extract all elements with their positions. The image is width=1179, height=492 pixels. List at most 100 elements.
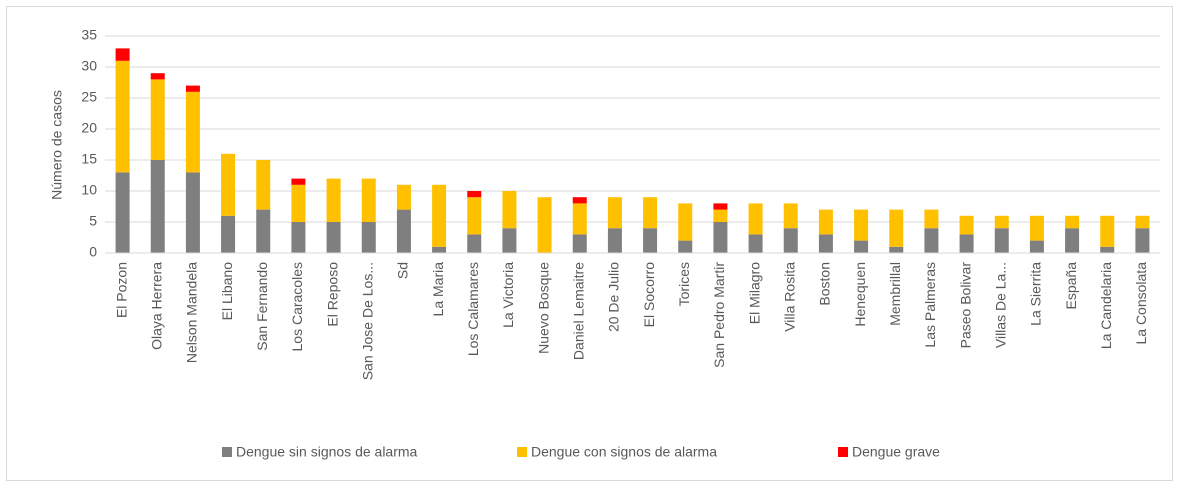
x-tick-label: España — [1063, 262, 1079, 310]
bar-segment — [256, 160, 271, 210]
y-tick-label: 35 — [81, 27, 97, 43]
bar-segment — [643, 228, 658, 253]
x-tick-label: San Pedro Martir — [711, 262, 727, 368]
bar-segment — [1135, 228, 1150, 253]
bar-segment — [1065, 215, 1080, 229]
bar-segment — [185, 91, 200, 173]
bar-segment — [150, 73, 165, 80]
x-tick-label: San Jose De Los... — [359, 262, 375, 380]
bar-segment — [924, 228, 939, 253]
x-tick-label: Las Palmeras — [922, 262, 938, 348]
bar-segment — [361, 178, 376, 222]
x-tick-label: Nuevo Bosque — [535, 262, 551, 354]
x-tick-label: Nelson Mandela — [184, 262, 200, 363]
x-tick-label: 20 De Julio — [606, 262, 622, 332]
bar-segment — [607, 197, 622, 229]
bar-segment — [150, 160, 165, 253]
bar-segment — [818, 234, 833, 253]
bar-segment — [994, 228, 1009, 253]
y-axis-title: Número de casos — [49, 90, 65, 200]
bar-segment — [643, 197, 658, 229]
bar-segment — [854, 209, 869, 241]
legend-swatch — [222, 447, 232, 457]
x-tick-label: San Fernando — [254, 262, 270, 351]
bar-segment — [1029, 215, 1044, 241]
bar-segment — [783, 228, 798, 253]
bar-segment — [713, 203, 728, 210]
bar-segment — [150, 79, 165, 160]
bar-segment — [185, 85, 200, 92]
x-tick-label: Villas De La... — [992, 262, 1008, 348]
bar-segment — [502, 228, 517, 253]
legend-swatch — [517, 447, 527, 457]
x-tick-label: El Libano — [219, 262, 235, 321]
bar-segment — [221, 153, 236, 216]
bar-segment — [572, 197, 587, 204]
bar-segment — [115, 48, 130, 61]
x-tick-label: El Milagro — [746, 262, 762, 324]
x-tick-label: La Maria — [430, 262, 446, 317]
bar-segment — [1065, 228, 1080, 253]
bar-segment — [326, 222, 341, 253]
bar-segment — [572, 234, 587, 253]
bar-segment — [185, 172, 200, 253]
bar-segment — [854, 240, 869, 253]
bar-segment — [291, 178, 306, 185]
bar-segment — [221, 215, 236, 253]
bar-segment — [467, 234, 482, 253]
x-tick-label: Paseo Bolivar — [957, 262, 973, 349]
y-tick-label: 10 — [81, 182, 97, 198]
y-tick-label: 25 — [81, 89, 97, 105]
bar-segment — [1100, 215, 1115, 247]
bar-segment — [924, 209, 939, 229]
x-tick-label: Olaya Herrera — [148, 262, 164, 350]
x-tick-label: Los Calamares — [465, 262, 481, 356]
bar-segment — [959, 215, 974, 235]
bar-segment — [396, 184, 411, 210]
bar-segment — [713, 222, 728, 253]
x-tick-label: Villa Rosita — [781, 262, 797, 332]
x-tick-label: Sd — [395, 262, 411, 279]
legend-label: Dengue con signos de alarma — [531, 444, 717, 460]
x-tick-label: La Victoria — [500, 262, 516, 328]
x-tick-label: Torices — [676, 262, 692, 306]
x-tick-label: La Candelaria — [1098, 262, 1114, 349]
bar-segment — [537, 197, 552, 253]
bar-segment — [959, 234, 974, 253]
legend-label: Dengue grave — [852, 444, 940, 460]
x-tick-label: Henequen — [852, 262, 868, 327]
bar-segment — [361, 222, 376, 253]
bar-segment — [291, 222, 306, 253]
x-tick-label: La Sierrita — [1028, 262, 1044, 326]
bar-segment — [396, 209, 411, 253]
y-tick-label: 20 — [81, 120, 97, 136]
bar-segment — [115, 172, 130, 253]
y-tick-label: 5 — [89, 213, 97, 229]
bar-segment — [572, 203, 587, 235]
legend-swatch — [838, 447, 848, 457]
bar-segment — [467, 191, 482, 198]
x-tick-label: La Consolata — [1133, 262, 1149, 345]
x-tick-label: Los Caracoles — [289, 262, 305, 352]
bar-segment — [818, 209, 833, 235]
bar-segment — [1135, 215, 1150, 229]
bar-segment — [783, 203, 798, 229]
bar-segment — [432, 246, 447, 253]
legend-label: Dengue sin signos de alarma — [236, 444, 418, 460]
bar-segment — [678, 240, 693, 253]
bar-segment — [1100, 246, 1115, 253]
bar-segment — [889, 246, 904, 253]
x-tick-label: Daniel Lemaitre — [570, 262, 586, 360]
bar-segment — [326, 178, 341, 222]
bar-segment — [1029, 240, 1044, 253]
bar-segment — [291, 184, 306, 222]
bar-segment — [994, 215, 1009, 229]
bar-segment — [607, 228, 622, 253]
x-tick-label: Boston — [817, 262, 833, 306]
bar-segment — [748, 234, 763, 253]
bar-segment — [678, 203, 693, 241]
bar-segment — [467, 197, 482, 235]
bar-segment — [115, 60, 130, 173]
x-tick-label: El Pozon — [113, 262, 129, 318]
